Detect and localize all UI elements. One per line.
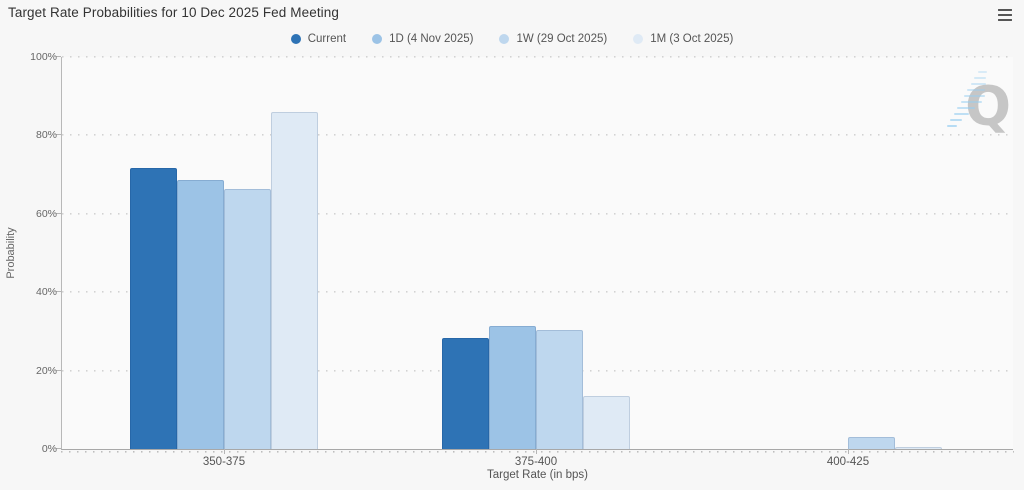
x-tick-label-350-375: 350-375 [202, 456, 246, 468]
quikstrike-logo: Q [945, 59, 1015, 138]
y-tick-mark [56, 448, 61, 449]
y-tick-mark [56, 369, 61, 371]
bar-350-375-Current[interactable] [130, 167, 177, 449]
legend-item-Current[interactable]: Current [290, 33, 347, 45]
legend-label: 1D (4 Nov 2025) [389, 33, 474, 45]
x-tick-label-400-425: 400-425 [826, 456, 870, 468]
watermark-speed-line [977, 70, 987, 73]
y-tick-mark [56, 212, 61, 214]
bar-400-425-1M (3 Oct 2025)[interactable] [895, 447, 942, 449]
x-axis-title: Target Rate (in bps) [487, 469, 588, 481]
bar-350-375-1M (3 Oct 2025)[interactable] [271, 111, 318, 449]
y-axis-title: Probability [5, 227, 17, 279]
x-tick-label-375-400: 375-400 [514, 456, 558, 468]
bar-400-425-1W (29 Oct 2025)[interactable] [848, 437, 895, 449]
bar-375-400-1D (4 Nov 2025)[interactable] [489, 326, 536, 449]
watermark-speed-line [953, 112, 969, 115]
legend: Current 1D (4 Nov 2025) 1W (29 Oct 2025) 1M… [0, 33, 1024, 45]
plot-area: Target Rate (in bps) Q 0% 20% 40% 60% 80% 100… [30, 51, 1015, 481]
legend-label: 1M (3 Oct 2025) [650, 33, 734, 45]
watermark-speed-line [970, 82, 986, 85]
bar-group-350-375 [130, 57, 318, 449]
legend-label: Current [307, 33, 347, 45]
legend-label: 1W (29 Oct 2025) [516, 33, 608, 45]
y-tick-label: 40% [35, 286, 57, 299]
y-tick-mark [56, 56, 61, 57]
watermark-speed-line [957, 106, 976, 109]
y-tick-label: 100% [30, 51, 57, 63]
x-axis-minor-ticks [61, 451, 1014, 453]
y-tick-label: 80% [35, 129, 57, 142]
legend-item-1M (3 Oct 2025)[interactable]: 1M (3 Oct 2025) [633, 33, 733, 45]
legend-item-1D (4 Nov 2025)[interactable]: 1D (4 Nov 2025) [372, 33, 473, 45]
bar-375-400-Current[interactable] [442, 338, 489, 449]
y-tick-label: 60% [35, 207, 57, 220]
legend-dot [372, 34, 383, 44]
y-tick-label: 0% [41, 443, 57, 455]
y-tick-label: 20% [35, 364, 57, 377]
legend-dot [290, 34, 301, 44]
bar-375-400-1W (29 Oct 2025)[interactable] [536, 329, 583, 449]
bar-group-400-425 [754, 57, 942, 449]
bar-375-400-1M (3 Oct 2025)[interactable] [583, 396, 630, 449]
menu-button[interactable] [994, 4, 1016, 26]
bar-group-375-400 [442, 57, 630, 449]
legend-item-1W (29 Oct 2025)[interactable]: 1W (29 Oct 2025) [499, 33, 607, 45]
y-tick-mark [56, 291, 61, 293]
watermark-speed-line [967, 88, 986, 91]
watermark-speed-line [950, 118, 963, 121]
x-tick-mark [848, 449, 849, 454]
hamburger-icon [998, 8, 1012, 22]
bar-350-375-1W (29 Oct 2025)[interactable] [224, 189, 271, 449]
quikstrike-q-letter: Q [965, 74, 1011, 138]
watermark-speed-line [960, 100, 982, 103]
bar-350-375-1D (4 Nov 2025)[interactable] [177, 180, 224, 449]
legend-dot [499, 34, 510, 44]
x-tick-mark [224, 449, 225, 454]
y-tick-mark [56, 134, 61, 136]
legend-dot [633, 34, 644, 44]
watermark-speed-line [974, 76, 987, 79]
chart-title: Target Rate Probabilities for 10 Dec 202… [8, 5, 339, 20]
watermark-speed-line [964, 94, 985, 97]
x-tick-mark [536, 449, 537, 454]
watermark-speed-line [947, 124, 957, 127]
